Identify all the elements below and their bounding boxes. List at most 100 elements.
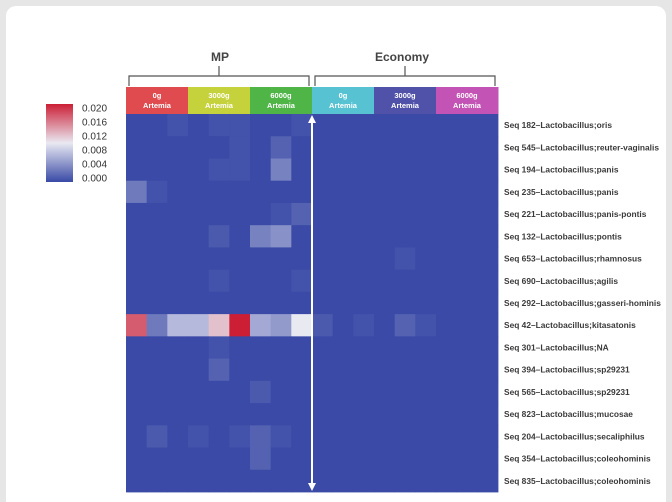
heatmap-cell	[477, 269, 499, 293]
heatmap-cell	[436, 314, 458, 337]
heatmap-cell	[146, 269, 168, 293]
heatmap-cell	[456, 358, 478, 382]
heatmap-cell	[146, 158, 168, 182]
column-band-label: 0g	[153, 91, 162, 100]
heatmap-cell	[394, 380, 416, 404]
row-label: Seq 835–Lactobacillus;coleohominis	[504, 476, 651, 486]
heatmap-cell	[270, 380, 292, 404]
heatmap-cell	[477, 425, 499, 448]
mp-group-bracket	[128, 66, 310, 86]
column-band-label: Artemia	[205, 101, 234, 110]
heatmap-cell	[208, 380, 230, 404]
heatmap-cell	[126, 314, 148, 337]
colorbar-legend: 0.020 0.016 0.012 0.008 0.004 0.000	[46, 104, 107, 185]
heatmap-cell	[250, 447, 272, 471]
heatmap-cell	[332, 291, 354, 315]
heatmap-cell	[291, 180, 313, 204]
heatmap-cell	[332, 403, 354, 426]
heatmap-cell	[126, 403, 148, 426]
column-band-3	[312, 87, 375, 114]
row-label: Seq 132–Lactobacillus;pontis	[504, 231, 622, 241]
heatmap-cell	[291, 314, 313, 337]
heatmap-cell	[188, 358, 210, 382]
heatmap-cell	[250, 380, 272, 404]
heatmap-cell	[415, 247, 437, 271]
heatmap-cell	[270, 202, 292, 226]
heatmap-cell	[229, 202, 251, 226]
heatmap-cell	[353, 158, 375, 182]
heatmap-cell	[353, 425, 375, 448]
heatmap-cell	[436, 447, 458, 471]
heatmap-cell	[332, 225, 354, 248]
heatmap-cell	[477, 225, 499, 248]
heatmap-cell	[436, 202, 458, 226]
heatmap-cell	[250, 114, 272, 137]
group-brackets	[128, 66, 496, 86]
economy-group-bracket	[314, 66, 496, 86]
heatmap-cell	[312, 358, 334, 382]
heatmap-cell	[188, 114, 210, 137]
heatmap-cell	[415, 447, 437, 471]
heatmap-cell	[146, 380, 168, 404]
heatmap-cell	[270, 314, 292, 337]
heatmap-cell	[332, 247, 354, 271]
heatmap-cell	[126, 425, 148, 448]
heatmap-cell	[332, 425, 354, 448]
heatmap-cell	[312, 225, 334, 248]
heatmap-cell	[146, 202, 168, 226]
heatmap-cell	[353, 291, 375, 315]
divider-arrow-up	[308, 115, 316, 123]
row-label: Seq 823–Lactobacillus;mucosae	[504, 409, 633, 419]
heatmap-cell	[188, 202, 210, 226]
divider-arrow-down	[308, 483, 316, 491]
colorbar-tick-label: 0.004	[82, 160, 107, 171]
heatmap-cell	[208, 358, 230, 382]
heatmap-cell	[332, 114, 354, 137]
heatmap-cell	[415, 114, 437, 137]
heatmap-cell	[291, 158, 313, 182]
heatmap-cell	[250, 225, 272, 248]
colorbar-ticks: 0.020 0.016 0.012 0.008 0.004 0.000	[82, 104, 107, 185]
heatmap-cell	[415, 291, 437, 315]
heatmap-cell	[415, 158, 437, 182]
heatmap-cell	[477, 180, 499, 204]
heatmap-cell	[436, 269, 458, 293]
heatmap-cell	[291, 425, 313, 448]
heatmap-cell	[353, 314, 375, 337]
heatmap-cell	[394, 336, 416, 359]
heatmap-cell	[229, 336, 251, 359]
heatmap-cell	[436, 358, 458, 382]
heatmap-cell	[291, 202, 313, 226]
heatmap-cell	[188, 469, 210, 493]
heatmap-cell	[456, 380, 478, 404]
colorbar-tick-label: 0.000	[82, 174, 107, 185]
heatmap-cell	[436, 247, 458, 271]
heatmap-cell	[167, 380, 189, 404]
heatmap-cell	[353, 114, 375, 137]
heatmap-cell	[291, 136, 313, 159]
heatmap-cell	[126, 380, 148, 404]
heatmap-cell	[229, 136, 251, 159]
heatmap-cell	[436, 336, 458, 359]
heatmap-cell	[270, 225, 292, 248]
heatmap-cell	[415, 469, 437, 493]
heatmap-cell	[477, 447, 499, 471]
heatmap-cell	[394, 136, 416, 159]
heatmap-cell	[374, 180, 396, 204]
heatmap-cell	[374, 136, 396, 159]
heatmap-cell	[291, 358, 313, 382]
heatmap-cell	[415, 314, 437, 337]
heatmap-cell	[394, 247, 416, 271]
heatmap-cell	[312, 314, 334, 337]
row-label: Seq 194–Lactobacillus;panis	[504, 165, 619, 175]
heatmap-cell	[270, 447, 292, 471]
heatmap-cell	[456, 136, 478, 159]
heatmap-cell	[167, 425, 189, 448]
column-band-label: Artemia	[143, 101, 172, 110]
heatmap-cell	[167, 314, 189, 337]
heatmap-cell	[332, 469, 354, 493]
heatmap-cell	[167, 225, 189, 248]
heatmap-cell	[477, 314, 499, 337]
heatmap-cell	[477, 469, 499, 493]
heatmap-cell	[250, 269, 272, 293]
